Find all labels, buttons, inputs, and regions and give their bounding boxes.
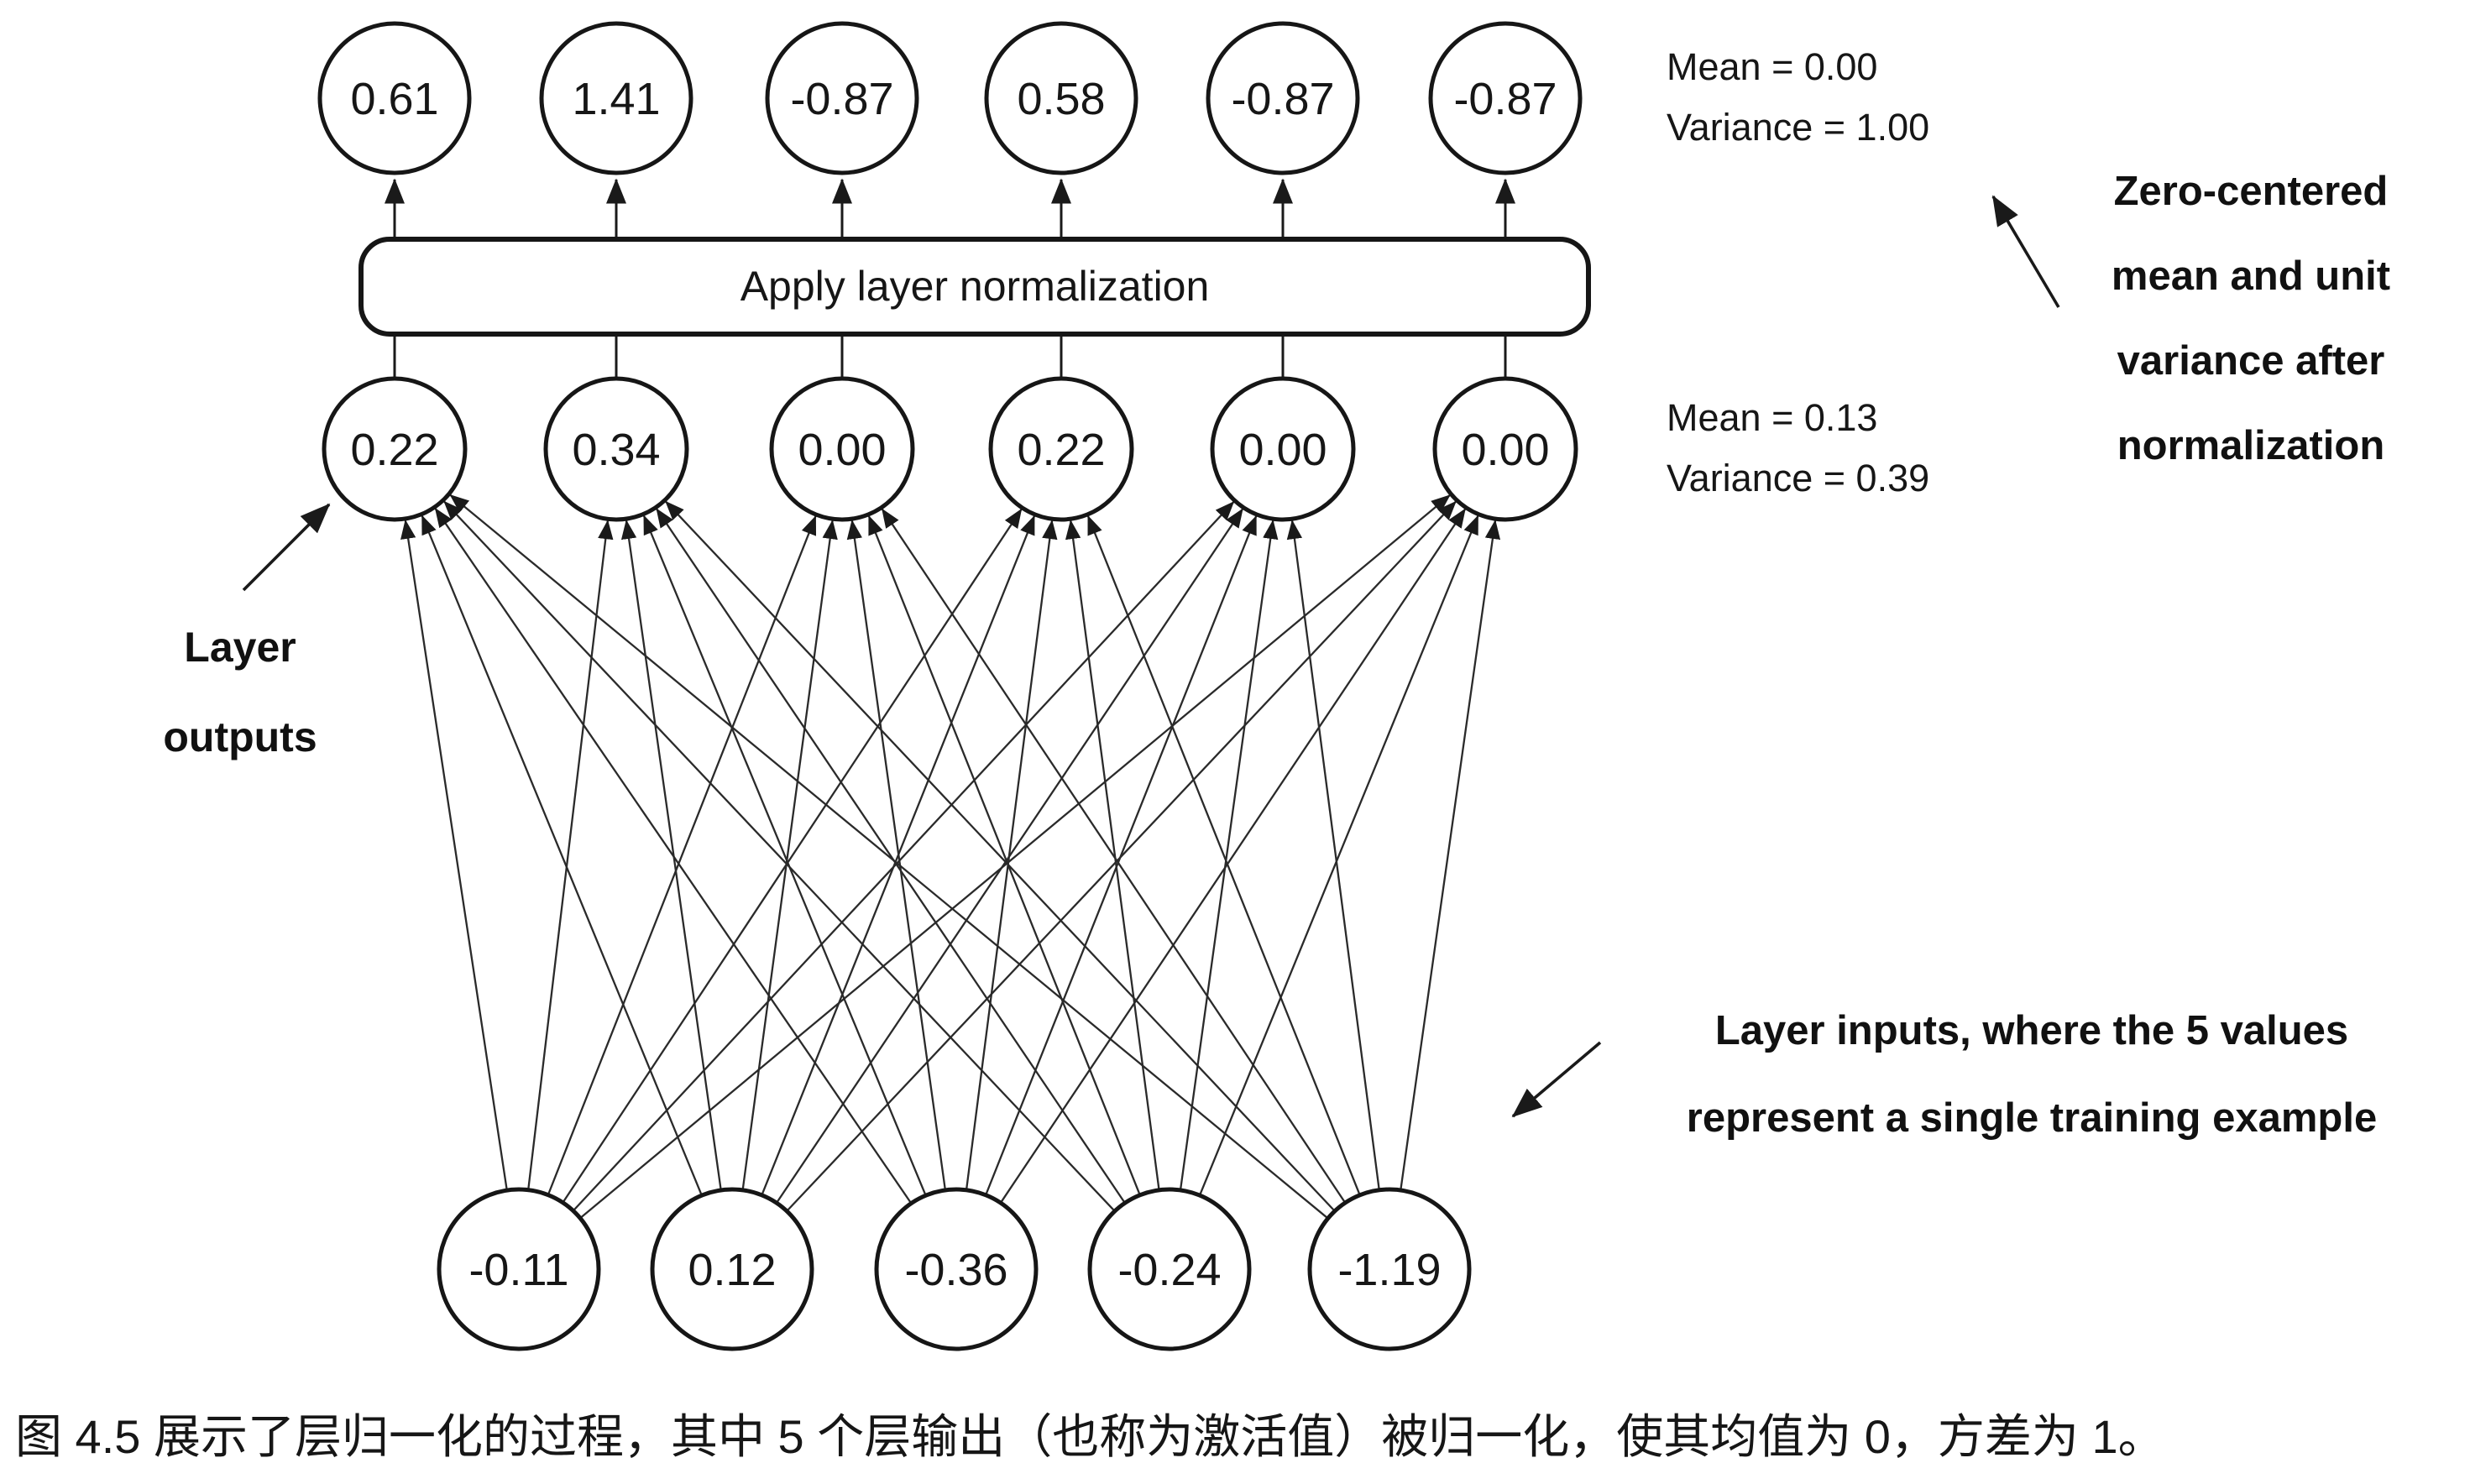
node-value: 0.00 [1461,425,1549,475]
layer-output-node [1432,376,1578,522]
connection-line [985,515,1258,1196]
connection-line [434,508,913,1204]
stats-after-normalization: Mean = 0.00 Variance = 1.00 [1667,37,1929,158]
layer-outputs-label: Layer outputs [163,624,317,760]
layer-output-node [543,376,689,522]
node-value: 0.22 [350,425,438,475]
layer-inputs-pointer-arrow [1511,1041,1602,1118]
layer-norm-diagram: 0.61 1.41 -0.87 0.58 -0.87 -0.87 0.22 0.34 0.00 0… [242,21,2060,1351]
node-value: -1.19 [1337,1245,1441,1295]
layer-output-node [988,376,1134,522]
node-value: -0.36 [904,1245,1007,1295]
zero-centered-annotation: Zero-centered mean and unit variance aft… [2111,169,2391,468]
layer-input-node [1087,1187,1252,1351]
apply-layer-normalization-label: Apply layer normalization [740,263,1210,310]
figure-caption: 图 4.5 展示了层归一化的过程，其中 5 个层输出（也称为激活值）被归一化，使… [15,1410,2165,1463]
normalized-output-node [1428,21,1583,175]
layer-input-node [1307,1187,1472,1351]
connection-line [1086,515,1361,1196]
node-value: 0.00 [1238,425,1327,475]
node-value: 0.34 [572,425,660,475]
connection-line [443,500,1116,1212]
connection-line [579,494,1451,1220]
connection-line [867,515,1141,1196]
node-value: -0.87 [1453,74,1557,124]
node-value: -0.11 [468,1245,568,1295]
connection-line [421,515,703,1196]
connection-line [965,520,1058,1190]
connection-line [527,520,614,1190]
layer-input-node [650,1187,814,1351]
node-value: 0.61 [350,74,438,124]
connection-line [741,520,838,1190]
layer-input-node [437,1187,601,1351]
connection-line [547,515,817,1196]
normalized-output-node [765,21,919,175]
variance-after-label: Variance = 1.00 [1667,106,1930,149]
connection-line [562,508,1023,1204]
connection-line [642,515,927,1196]
node-value: -0.24 [1117,1245,1221,1295]
connection-line [449,494,1329,1220]
layer-inputs-label: Layer inputs, where the 5 values represe… [1686,1008,2378,1141]
layer-outputs-pointer-arrow [242,503,331,592]
layer-output-node [322,376,468,522]
zero-centered-pointer-arrow [1991,195,2060,308]
connection-line [656,508,1126,1204]
node-value: 0.00 [798,425,886,475]
node-value: 0.12 [688,1245,776,1295]
node-value: -0.87 [1231,74,1334,124]
layer-input-node [874,1187,1039,1351]
connection-line [1179,520,1279,1191]
layer-output-node [769,376,915,522]
stats-before-normalization: Mean = 0.13 Variance = 0.39 [1667,388,1929,509]
node-value: 0.22 [1017,425,1105,475]
mean-before-label: Mean = 0.13 [1667,396,1878,439]
connection-line [400,519,508,1191]
node-value: 1.41 [572,74,660,124]
normalized-output-node [539,21,693,175]
node-value: 0.58 [1017,74,1105,124]
layer-output-node [1210,376,1356,522]
variance-before-label: Variance = 0.39 [1667,457,1930,499]
mean-after-label: Mean = 0.00 [1667,45,1878,88]
connection-line [1065,520,1160,1190]
connection-line [999,508,1467,1204]
connection-line [1198,515,1479,1196]
node-value: -0.87 [790,74,893,124]
connection-line [1400,520,1501,1191]
normalized-output-node [984,21,1138,175]
connection-line [846,520,947,1191]
connection-line [881,508,1347,1204]
connection-line [1286,520,1380,1190]
connection-line [572,501,1235,1212]
normalized-output-node [317,21,472,175]
normalized-output-node [1206,21,1360,175]
connection-line [665,500,1336,1212]
apply-layer-normalization-box [358,237,1591,337]
